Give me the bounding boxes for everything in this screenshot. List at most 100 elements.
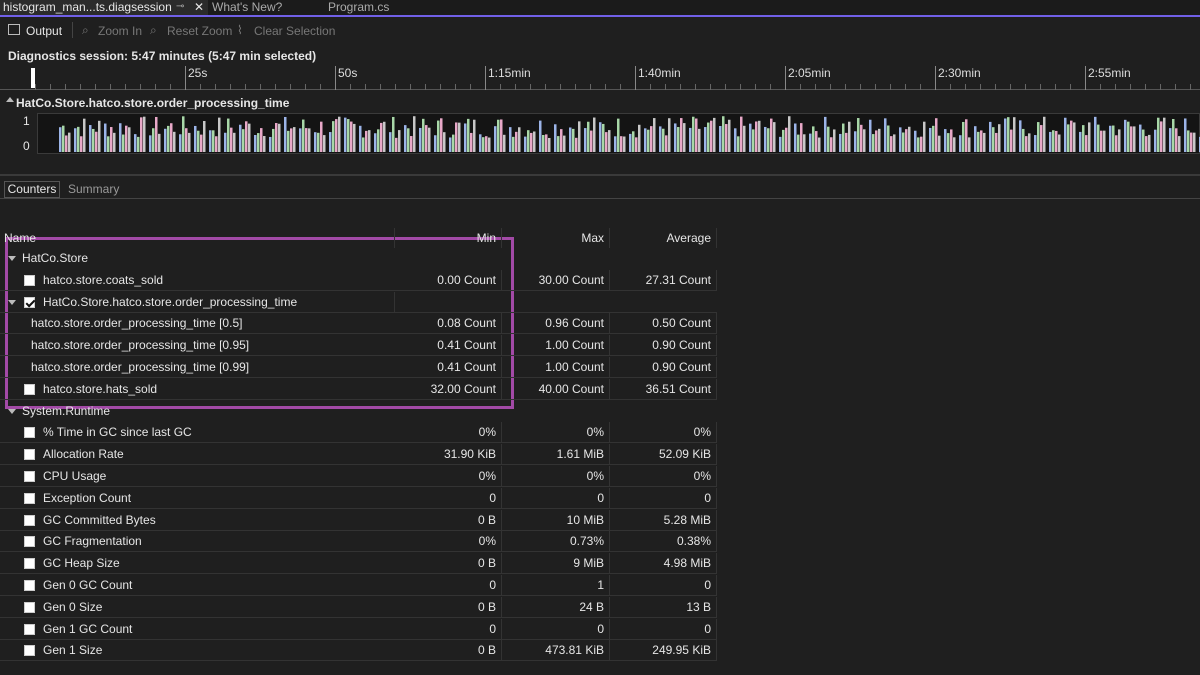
graph-bar <box>224 132 227 152</box>
graph-bar <box>587 121 590 152</box>
toolbar-button[interactable]: Output <box>26 24 63 38</box>
checkbox[interactable] <box>24 624 35 635</box>
expand-icon[interactable] <box>8 300 16 305</box>
toolbar-button[interactable]: Reset Zoom <box>167 24 233 38</box>
graph-bar <box>842 123 845 152</box>
graph-bar <box>404 125 407 152</box>
graph-bar <box>629 133 632 152</box>
checkbox[interactable] <box>24 515 35 526</box>
row[interactable] <box>0 488 717 509</box>
pin-icon[interactable]: ⊸ <box>176 1 185 12</box>
active-tab[interactable] <box>0 0 208 15</box>
checkbox[interactable] <box>24 275 35 286</box>
collapse-icon[interactable] <box>6 97 14 102</box>
graph-bar <box>1073 122 1076 152</box>
graph-bar <box>854 131 857 152</box>
time-label: 50s <box>338 66 357 80</box>
group-name[interactable]: System.Runtime <box>22 404 111 418</box>
graph-bar <box>1190 132 1193 152</box>
graph-bar <box>1043 116 1046 152</box>
row[interactable] <box>0 597 717 618</box>
graph-bar <box>473 119 476 152</box>
graph-bar <box>89 125 92 152</box>
graph-bar <box>83 118 86 152</box>
graph-bar <box>479 134 482 152</box>
toolbar-button[interactable]: Zoom In <box>98 24 143 38</box>
cell-value: 36.51 Count <box>610 379 717 400</box>
cell-value: 5.28 MiB <box>610 510 717 531</box>
column-header[interactable]: Average <box>610 228 717 248</box>
graph-bar <box>332 121 335 152</box>
graph-bar <box>800 123 803 152</box>
checkbox[interactable] <box>24 558 35 569</box>
row[interactable] <box>0 422 717 443</box>
checkbox[interactable] <box>24 645 35 656</box>
row[interactable] <box>0 379 717 400</box>
row[interactable] <box>0 444 717 465</box>
row[interactable] <box>0 575 717 596</box>
column-header[interactable]: Min <box>395 228 502 248</box>
graph-bar <box>1019 120 1022 152</box>
graph-bar <box>434 135 437 152</box>
graph-bar <box>839 133 842 152</box>
checkbox[interactable] <box>24 449 35 460</box>
selection-handle[interactable] <box>31 68 35 88</box>
tab-underline <box>0 15 1200 17</box>
row[interactable] <box>0 531 717 552</box>
expand-icon[interactable] <box>8 256 16 261</box>
graph-bar <box>302 119 305 152</box>
graph-bar <box>995 132 998 152</box>
row[interactable] <box>0 619 717 640</box>
graph-bar <box>539 120 542 152</box>
checkbox[interactable] <box>24 493 35 504</box>
checkbox[interactable] <box>24 471 35 482</box>
checkbox[interactable] <box>24 580 35 591</box>
graph-bar <box>440 118 443 152</box>
graph-bar <box>818 137 821 152</box>
tab[interactable]: What's New? <box>212 0 283 14</box>
counter-name: Gen 0 GC Count <box>43 578 133 592</box>
view-tab[interactable]: Counters <box>4 181 60 198</box>
cell-value: 1.00 Count <box>502 357 610 378</box>
graph-bar <box>437 120 440 152</box>
graph-bar <box>953 137 956 152</box>
row[interactable] <box>0 357 717 378</box>
counter-name: HatCo.Store.hatco.store.order_processing… <box>43 295 298 309</box>
graph-bar <box>122 134 125 152</box>
close-icon[interactable]: ✕ <box>194 0 205 14</box>
graph-bar <box>212 130 215 152</box>
checkbox[interactable] <box>24 297 35 308</box>
cell-value: 30.00 Count <box>502 270 610 291</box>
graph-bar <box>653 118 656 152</box>
checkbox[interactable] <box>24 427 35 438</box>
counter-name: Exception Count <box>43 491 132 505</box>
graph-bar <box>1025 136 1028 152</box>
expand-icon[interactable] <box>8 409 16 414</box>
view-tab[interactable]: Summary <box>68 182 120 196</box>
graph-bar <box>107 136 110 152</box>
row[interactable] <box>0 640 717 661</box>
toolbar-button[interactable]: Clear Selection <box>254 24 336 38</box>
cell-value: 0 <box>395 619 502 640</box>
tab[interactable]: Program.cs <box>328 0 390 14</box>
graph-bar <box>962 121 965 152</box>
tab[interactable]: histogram_man...ts.diagsession <box>3 0 172 14</box>
row[interactable] <box>0 313 717 334</box>
graph-bar <box>845 132 848 152</box>
graph-bar <box>770 118 773 152</box>
column-header[interactable]: Max <box>502 228 610 248</box>
row[interactable] <box>0 466 717 487</box>
row[interactable] <box>0 335 717 356</box>
checkbox[interactable] <box>24 602 35 613</box>
row[interactable] <box>0 270 717 291</box>
column-header[interactable]: Name <box>0 228 395 248</box>
graph-bar <box>965 119 968 152</box>
graph-bar <box>242 129 245 152</box>
group-name[interactable]: HatCo.Store <box>22 251 89 265</box>
checkbox[interactable] <box>24 384 35 395</box>
row[interactable] <box>0 553 717 574</box>
row[interactable] <box>0 510 717 531</box>
cell-value: 473.81 KiB <box>502 640 610 661</box>
checkbox[interactable] <box>24 536 35 547</box>
graph-bar <box>1103 130 1106 152</box>
